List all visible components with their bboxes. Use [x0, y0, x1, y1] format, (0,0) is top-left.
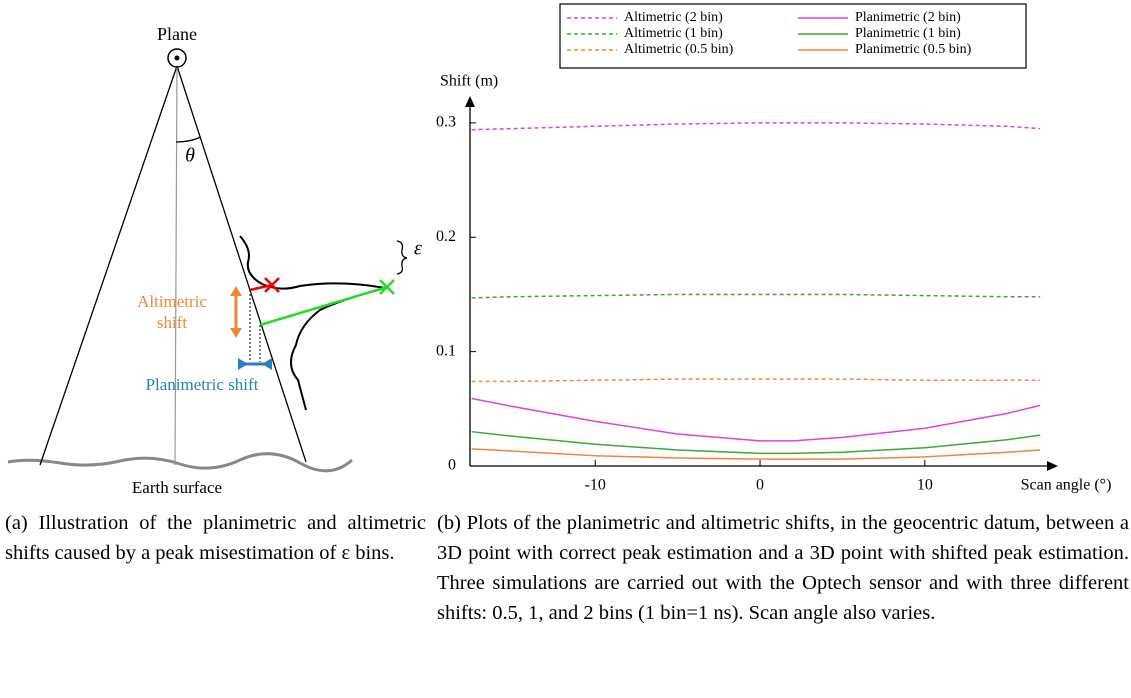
- altimetric-label: shift: [157, 313, 188, 332]
- plane-label: Plane: [157, 24, 197, 44]
- series-line: [471, 430, 1041, 455]
- legend-label: Altimetric (0.5 bin): [624, 42, 734, 57]
- earth-label: Earth surface: [132, 478, 222, 497]
- y-tick-label: 0: [448, 457, 456, 474]
- figure: Plane θ ε Altimetric shift Planimetric s…: [7, 3, 1112, 497]
- y-axis-label: Shift (m): [440, 73, 498, 90]
- legend-label: Planimetric (0.5 bin): [855, 42, 972, 57]
- series-line: [471, 293, 1041, 299]
- y-tick-label: 0.2: [436, 228, 456, 245]
- epsilon-label: ε: [414, 238, 422, 260]
- axes: [465, 3, 1058, 471]
- legend-label: Altimetric (1 bin): [624, 26, 723, 41]
- caption-a: (a) Illustration of the planimetric and …: [5, 512, 426, 564]
- series-line: [471, 122, 1041, 131]
- caption-b: (b) Plots of the planimetric and altimet…: [437, 512, 1129, 624]
- planimetric-label: Planimetric shift: [146, 375, 259, 394]
- y-tick-label: 0.1: [436, 342, 456, 359]
- series-line: [471, 397, 1041, 442]
- legend-label: Altimetric (2 bin): [624, 10, 723, 25]
- diagram: [7, 48, 408, 473]
- x-axis-label: Scan angle (°): [1021, 477, 1112, 494]
- y-tick-label: 0.3: [436, 114, 456, 131]
- altimetric-label: Altimetric: [137, 292, 207, 311]
- theta-label: θ: [185, 145, 195, 167]
- series-line: [471, 448, 1041, 460]
- legend-label: Planimetric (2 bin): [855, 10, 961, 25]
- series-line: [471, 378, 1041, 383]
- legend-label: Planimetric (1 bin): [855, 26, 961, 41]
- x-tick-label: 0: [756, 477, 764, 494]
- x-tick-label: -10: [585, 477, 606, 494]
- x-tick-label: 10: [917, 477, 933, 494]
